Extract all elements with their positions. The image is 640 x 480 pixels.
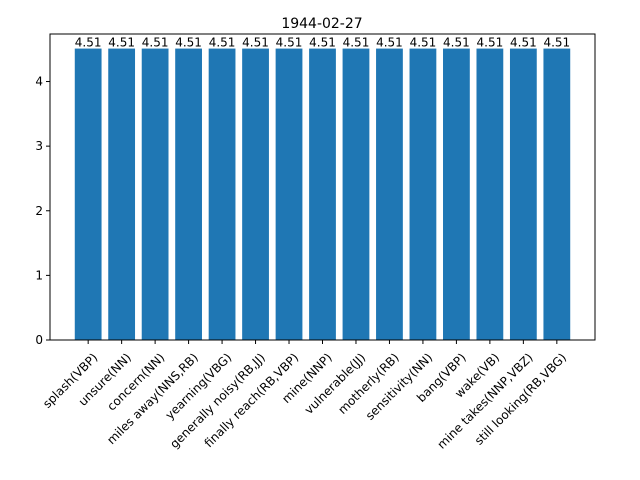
bar-4 xyxy=(208,48,236,340)
chart-title: 1944-02-27 xyxy=(281,16,362,32)
y-tick-label: 1 xyxy=(35,268,43,282)
bar-1 xyxy=(108,48,136,340)
bar-11 xyxy=(443,48,470,340)
bar-value-label: 4.51 xyxy=(276,36,303,50)
y-tick-label: 4 xyxy=(35,75,43,89)
bar-7 xyxy=(309,48,336,340)
bar-9 xyxy=(376,48,403,340)
bar-value-label: 4.51 xyxy=(376,36,403,50)
bar-6 xyxy=(275,48,303,340)
bar-value-label: 4.51 xyxy=(343,36,370,50)
y-axis: 0 1 2 3 4 xyxy=(35,75,50,347)
bar-value-label: 4.51 xyxy=(543,36,570,50)
y-tick-label: 2 xyxy=(35,204,43,218)
bar-value-label: 4.51 xyxy=(443,36,470,50)
bar-value-label: 4.51 xyxy=(510,36,537,50)
bar-3 xyxy=(175,48,202,340)
bar-value-label: 4.51 xyxy=(75,36,102,50)
bar-value-label: 4.51 xyxy=(410,36,437,50)
bar-value-label: 4.51 xyxy=(175,36,202,50)
bar-12 xyxy=(476,48,504,340)
x-axis: splash(VBP)unsure(NN)concern(NN)miles aw… xyxy=(40,340,569,452)
y-tick-label: 0 xyxy=(35,333,43,347)
bar-2 xyxy=(141,48,169,340)
bar-10 xyxy=(409,48,437,340)
bar-5 xyxy=(242,48,269,340)
bar-14 xyxy=(543,48,571,340)
bar-value-label: 4.51 xyxy=(477,36,504,50)
bar-value-label: 4.51 xyxy=(108,36,135,50)
bar-13 xyxy=(509,48,537,340)
bar-value-label: 4.51 xyxy=(209,36,236,50)
bar-0 xyxy=(74,48,102,340)
bar-value-label: 4.51 xyxy=(242,36,269,50)
bar-labels-group: 4.51 4.51 4.51 4.51 4.51 4.51 4.51 4.51 4.51 4.51… xyxy=(75,36,570,50)
y-tick-label: 3 xyxy=(35,139,43,153)
plot-frame xyxy=(49,33,596,341)
bar-value-label: 4.51 xyxy=(309,36,336,50)
bar-value-label: 4.51 xyxy=(142,36,169,50)
bar-8 xyxy=(342,48,370,340)
bars-group xyxy=(74,48,571,340)
